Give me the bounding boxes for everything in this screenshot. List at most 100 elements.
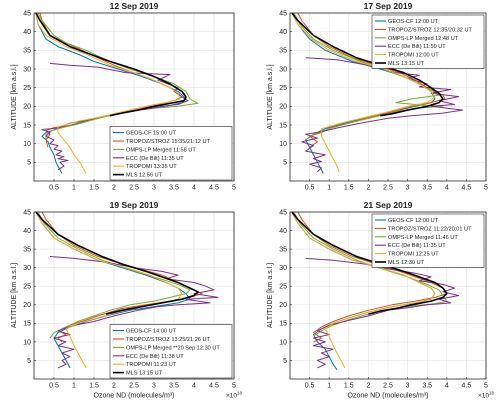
chart-panel-2: 0.5 1 1.5 2 2.5 3 3.5 4 4.5 5 5 10 15 20 25 30 35 40 45 17 … [267,1,488,192]
x-tick-label: 1.5 [89,383,99,390]
legend-entry: TROPOMI 12:00 UT [388,53,439,59]
series-line [291,211,448,315]
axes-frame [289,211,487,380]
x-tick-label: 1.5 [344,185,354,192]
x-tick-label: 4 [192,383,196,390]
x-exponent-base: ×10 [226,393,237,400]
x-exponent-power: 18 [237,391,243,396]
y-tick-label: 40 [23,228,31,235]
y-tick-label: 25 [279,284,287,291]
y-tick-label: 10 [23,339,31,346]
legend-entry: ECC (De Bilt) 11:35 UT [126,156,184,162]
x-tick-label: 5 [484,383,488,390]
series-line [37,211,191,339]
x-tick-label: 0.5 [49,185,59,192]
legend-box [109,324,233,379]
legend-entry: TROPOZ/STROZ 11:22/20:01 UT [388,226,472,232]
y-tick-label: 45 [279,10,287,17]
legend-entry: TROPOMI 13:35 UT [126,164,177,170]
x-tick-label: 3 [152,383,156,390]
series-line [49,256,219,369]
y-tick-label: 30 [23,265,31,272]
legend-entry: OMPS-LP Merged 11:46 UT [388,235,458,241]
legend-entry: GEOS-CF 14:00 UT [126,329,177,335]
y-tick-label: 25 [279,85,287,92]
x-tick-label: 1 [327,185,331,192]
legend-box [371,213,485,268]
y-tick-label: 10 [279,339,287,346]
legend-entry: TROPOZ/STROZ 13:25/21:26 UT [126,337,211,343]
y-tick-label: 40 [279,228,287,235]
x-tick-label: 5 [232,383,236,390]
legend-box [371,14,485,69]
y-tick-label: 30 [23,66,31,73]
legend-entry: OMPS-LP Merged **20 Sep 12:30 UT [126,345,220,351]
chart-title: 12 Sep 2019 [110,1,159,11]
legend: GEOS-CF 15:00 UT TROPOZ/STROZ 15:35/21:12… [109,126,233,181]
chart-title: 21 Sep 2019 [364,200,413,210]
x-tick-label: 4 [445,185,449,192]
x-tick-label: 2.5 [129,383,139,390]
legend-box [109,126,233,181]
x-tick-label: 4.5 [462,185,472,192]
x-tick-label: 3 [406,185,410,192]
legend-entry: MLS 13:15 UT [388,61,425,67]
y-tick-label: 10 [279,141,287,148]
x-axis-label: Ozone ND (molecules/m³) [348,393,429,400]
y-tick-label: 35 [23,247,31,254]
chart-panel-3: 0.5 1 1.5 2 2.5 3 3.5 4 4.5 5 5 10 15 20 25 30 35 40 45 19 … [11,200,243,400]
x-tick-label: 5 [484,185,488,192]
y-tick-label: 10 [23,141,31,148]
legend: GEOS-CF 12:00 UT TROPOZ/STROZ 11:22/20:01… [371,213,485,268]
y-tick-label: 20 [279,104,287,111]
x-tick-label: 3.5 [422,185,432,192]
legend-entry: MLS 12:30 UT [388,260,425,266]
legend-entry: TROPOMI 11:23 UT [126,362,177,368]
chart-title: 17 Sep 2019 [364,1,413,11]
x-tick-label: 4.5 [462,383,472,390]
x-tick-label: 1 [327,383,331,390]
x-tick-label: 2 [112,185,116,192]
legend-entry: ECC (De Bilt) 11:38 UT [126,354,184,360]
y-tick-label: 35 [279,48,287,55]
y-tick-label: 20 [23,302,31,309]
series-line [291,12,436,174]
y-tick-label: 40 [23,29,31,36]
series-line [291,211,436,369]
x-tick-label: 1 [72,383,76,390]
y-tick-label: 35 [279,247,287,254]
legend-entry: OMPS-LP Merged 11:58 UT [126,147,196,153]
legend: GEOS-CF 14:00 UT TROPOZ/STROZ 13:25/21:26… [109,324,233,379]
x-tick-label: 2.5 [383,185,393,192]
y-tick-label: 5 [27,358,31,365]
x-tick-label: 0.5 [305,383,315,390]
y-tick-label: 5 [283,160,287,167]
y-axis-label: ALTITUDE [km a.s.l.] [267,64,274,129]
x-tick-label: 2.5 [383,383,393,390]
y-tick-label: 25 [23,85,31,92]
legend-entry: ECC (De Bilt) 11:59 UT [388,44,446,50]
x-exponent-power: 18 [489,391,495,396]
series-line [35,12,181,174]
x-tick-label: 1 [72,185,76,192]
legend: GEOS-CF 12:00 UT TROPOZ/STROZ 12:35/20:32… [371,14,485,69]
y-tick-label: 15 [23,122,31,129]
chart-title: 19 Sep 2019 [110,200,159,210]
y-axis-label: ALTITUDE [km a.s.l.] [267,263,274,328]
x-tick-label: 4 [445,383,449,390]
series-line [37,12,199,140]
series-line [293,211,448,337]
legend-entry: GEOS-CF 15:00 UT [126,131,177,137]
legend-entry: MLS 12:56 UT [126,173,163,179]
series-line [35,12,187,117]
y-axis-label: ALTITUDE [km a.s.l.] [11,263,18,328]
axes-frame [33,12,235,182]
series-line [291,12,436,172]
x-axis-label: Ozone ND (molecules/m³) [94,393,175,400]
series-line [291,12,444,117]
y-tick-label: 45 [279,209,287,216]
x-tick-label: 2.5 [129,185,139,192]
x-tick-label: 1.5 [344,383,354,390]
x-tick-label: 5 [232,185,236,192]
